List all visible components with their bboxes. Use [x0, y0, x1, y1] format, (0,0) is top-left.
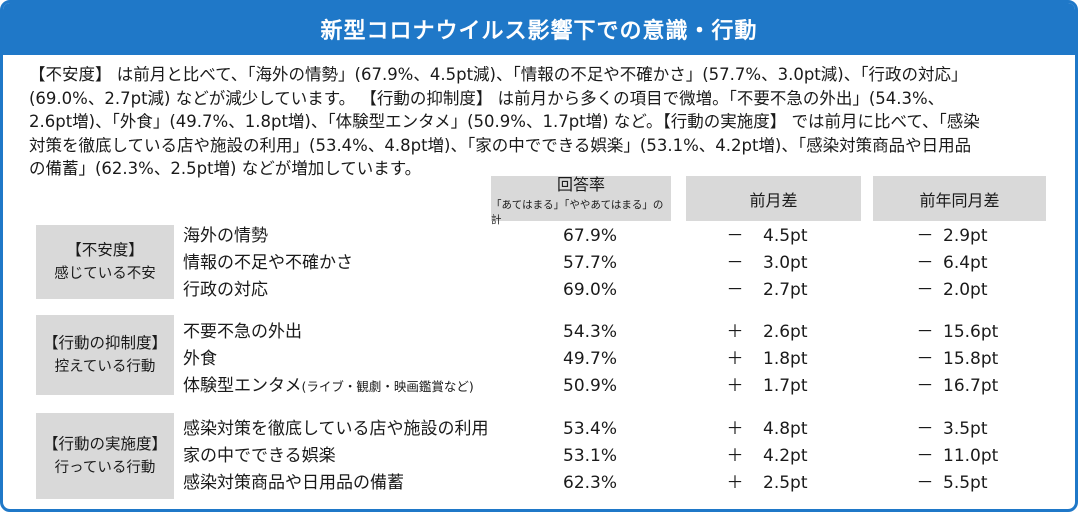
- row-mom-sign: ＋: [726, 473, 744, 493]
- row-yoy-value: 3.5pt: [943, 419, 988, 439]
- row-mom-value: 3.0pt: [763, 253, 808, 273]
- column-header-rate: 回答率 「あてはまる」「ややあてはまる」の計: [491, 175, 671, 226]
- row-yoy-value: 11.0pt: [943, 446, 999, 466]
- table-row: 感染対策商品や日用品の備蓄 62.3% ＋ 2.5pt － 5.5pt: [3, 470, 1075, 496]
- row-rate: 53.1%: [563, 446, 618, 466]
- row-mom-sign: ＋: [726, 376, 744, 396]
- table-row: 外食 49.7% ＋ 1.8pt － 15.8pt: [3, 346, 1075, 372]
- column-header-yoy: 前年同月差: [873, 176, 1046, 221]
- header-rate-label: 回答率: [556, 174, 605, 194]
- row-yoy-value: 2.9pt: [943, 226, 988, 246]
- row-item: 海外の情勢: [183, 226, 268, 246]
- table-row: 感染対策を徹底している店や施設の利用 53.4% ＋ 4.8pt － 3.5pt: [3, 416, 1075, 442]
- header-mom-label: 前月差: [749, 190, 798, 210]
- row-item: 行政の対応: [183, 280, 268, 300]
- page-title: 新型コロナウイルス影響下での意識・行動: [320, 19, 758, 44]
- table-row: 情報の不足や不確かさ 57.7% － 3.0pt － 6.4pt: [3, 250, 1075, 276]
- header-rate-sublabel: 「あてはまる」「ややあてはまる」の計: [491, 198, 664, 226]
- group-subtitle: 行っている行動: [54, 460, 156, 476]
- group-label-action: 【行動の実施度】 行っている行動: [36, 413, 174, 499]
- group-title: 【行動の実施度】: [42, 435, 167, 453]
- row-mom-value: 4.8pt: [763, 419, 808, 439]
- row-item-text: 体験型エンタメ: [183, 376, 302, 396]
- row-mom-value: 2.5pt: [763, 473, 808, 493]
- row-item: 外食: [183, 349, 217, 369]
- row-rate: 57.7%: [563, 253, 618, 273]
- row-rate: 62.3%: [563, 473, 618, 493]
- row-yoy-value: 15.6pt: [943, 322, 999, 342]
- header-yoy-label: 前年同月差: [919, 190, 1000, 210]
- group-label-restraint: 【行動の抑制度】 控えている行動: [36, 315, 174, 395]
- title-banner: 新型コロナウイルス影響下での意識・行動: [3, 3, 1075, 55]
- row-mom-value: 2.7pt: [763, 280, 808, 300]
- row-item: 感染対策商品や日用品の備蓄: [183, 473, 404, 493]
- table-row: 海外の情勢 67.9% － 4.5pt － 2.9pt: [3, 223, 1075, 249]
- row-yoy-value: 6.4pt: [943, 253, 988, 273]
- row-item: 家の中でできる娯楽: [183, 446, 336, 466]
- row-mom-sign: －: [726, 253, 744, 273]
- table-row: 家の中でできる娯楽 53.1% ＋ 4.2pt － 11.0pt: [3, 443, 1075, 469]
- row-yoy-sign: －: [916, 376, 934, 396]
- group-title: 【行動の抑制度】: [42, 334, 167, 352]
- row-yoy-sign: －: [916, 349, 934, 369]
- row-mom-value: 4.5pt: [763, 226, 808, 246]
- row-mom-value: 4.2pt: [763, 446, 808, 466]
- row-mom-sign: ＋: [726, 419, 744, 439]
- row-item: 情報の不足や不確かさ: [183, 253, 353, 273]
- row-yoy-sign: －: [916, 446, 934, 466]
- row-mom-value: 1.8pt: [763, 349, 808, 369]
- group-label-anxiety: 【不安度】 感じている不安: [36, 225, 174, 299]
- row-item-note: (ライブ・観劇・映画鑑賞など): [301, 379, 474, 394]
- row-item-with-note: 体験型エンタメ(ライブ・観劇・映画鑑賞など): [183, 373, 474, 400]
- row-rate: 50.9%: [563, 376, 618, 396]
- group-subtitle: 感じている不安: [54, 266, 156, 282]
- row-yoy-sign: －: [916, 473, 934, 493]
- table-row: 不要不急の外出 54.3% ＋ 2.6pt － 15.6pt: [3, 319, 1075, 345]
- column-header-mom: 前月差: [686, 176, 861, 221]
- group-subtitle: 控えている行動: [54, 359, 156, 375]
- row-item: 感染対策を徹底している店や施設の利用: [183, 419, 489, 439]
- row-yoy-value: 16.7pt: [943, 376, 999, 396]
- row-yoy-value: 5.5pt: [943, 473, 988, 493]
- row-mom-sign: －: [726, 226, 744, 246]
- row-rate: 49.7%: [563, 349, 618, 369]
- row-mom-sign: ＋: [726, 446, 744, 466]
- row-mom-sign: ＋: [726, 349, 744, 369]
- row-mom-sign: －: [726, 280, 744, 300]
- row-rate: 54.3%: [563, 322, 618, 342]
- row-mom-value: 1.7pt: [763, 376, 808, 396]
- paragraph-line: (69.0%、2.7pt減) などが減少しています。 【行動の抑制度】 は前月か…: [29, 88, 945, 108]
- row-rate: 67.9%: [563, 226, 618, 246]
- table-row: 体験型エンタメ(ライブ・観劇・映画鑑賞など) 50.9% ＋ 1.7pt － 1…: [3, 373, 1075, 399]
- group-title: 【不安度】: [66, 241, 144, 259]
- row-rate: 53.4%: [563, 419, 618, 439]
- row-yoy-value: 2.0pt: [943, 280, 988, 300]
- row-yoy-sign: －: [916, 419, 934, 439]
- row-yoy-value: 15.8pt: [943, 349, 999, 369]
- paragraph-line: 対策を徹底している店や施設の利用」(53.4%、4.8pt増)、「家の中でできる…: [29, 135, 972, 155]
- row-yoy-sign: －: [916, 226, 934, 246]
- row-yoy-sign: －: [916, 322, 934, 342]
- paragraph-line: 【不安度】 は前月と比べて、「海外の情勢」(67.9%、4.5pt減)、「情報の…: [29, 65, 968, 84]
- row-yoy-sign: －: [916, 253, 934, 273]
- row-mom-sign: ＋: [726, 322, 744, 342]
- row-rate: 69.0%: [563, 280, 618, 300]
- paragraph-line: の備蓄」(62.3%、2.5pt増) などが増加しています。: [29, 159, 422, 178]
- row-item: 不要不急の外出: [183, 322, 302, 342]
- table-row: 行政の対応 69.0% － 2.7pt － 2.0pt: [3, 277, 1075, 303]
- row-yoy-sign: －: [916, 280, 934, 300]
- paragraph-line: 2.6pt増)、「外食」(49.7%、1.8pt増)、「体験型エンタメ」(50.…: [29, 112, 980, 131]
- row-mom-value: 2.6pt: [763, 322, 808, 342]
- summary-paragraph: 【不安度】 は前月と比べて、「海外の情勢」(67.9%、4.5pt減)、「情報の…: [29, 63, 1054, 181]
